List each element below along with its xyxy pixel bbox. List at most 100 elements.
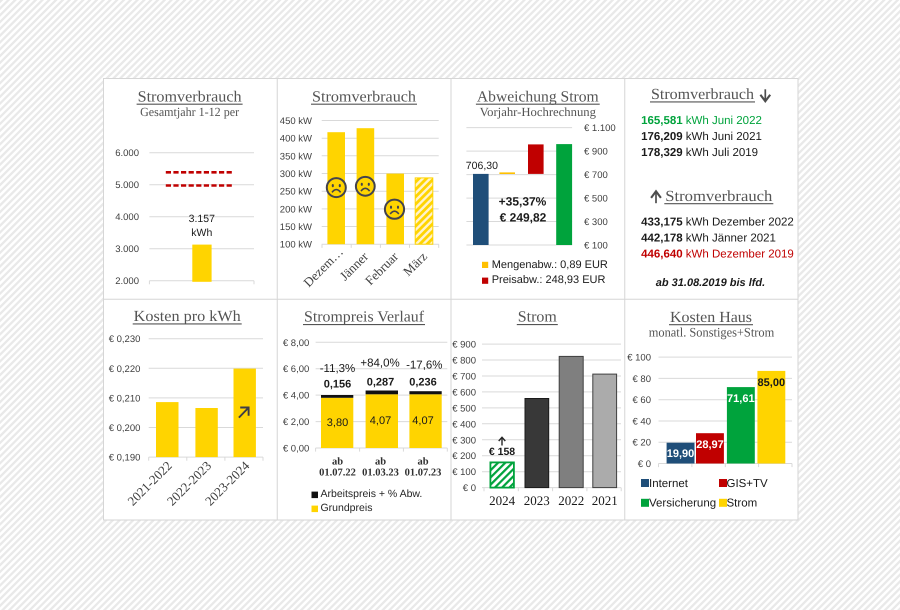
- svg-text:4,07: 4,07: [370, 415, 391, 427]
- svg-text:Strompreis Verlauf: Strompreis Verlauf: [304, 309, 425, 326]
- svg-text:Kosten Haus: Kosten Haus: [670, 309, 752, 326]
- svg-text:€ 900: € 900: [584, 147, 608, 158]
- svg-text:Stromverbrauch: Stromverbrauch: [138, 88, 242, 105]
- svg-text:5.000: 5.000: [115, 180, 139, 191]
- svg-text:3,80: 3,80: [327, 417, 348, 429]
- svg-text:€ 6,00: € 6,00: [283, 364, 309, 375]
- svg-text:85,00: 85,00: [758, 377, 786, 389]
- svg-text:€ 600: € 600: [452, 387, 476, 398]
- svg-text:3.157: 3.157: [189, 213, 215, 225]
- svg-text:Stromverbrauch: Stromverbrauch: [665, 188, 772, 205]
- svg-text:706,30: 706,30: [466, 160, 498, 172]
- svg-text:€ 100: € 100: [452, 467, 476, 478]
- svg-text:2023: 2023: [524, 493, 550, 508]
- svg-text:€ 0,230: € 0,230: [109, 334, 141, 345]
- svg-text:kWh Jänner 2021: kWh Jänner 2021: [686, 233, 776, 245]
- svg-text:ab: ab: [375, 457, 386, 468]
- svg-text:Mengenabw.: 0,89 EUR: Mengenabw.: 0,89 EUR: [492, 259, 608, 271]
- svg-text:0,156: 0,156: [324, 378, 352, 390]
- svg-text:monatl. Sonstiges+Strom: monatl. Sonstiges+Strom: [649, 325, 775, 340]
- svg-text:€ 0,00: € 0,00: [283, 444, 309, 455]
- svg-text:4,07: 4,07: [412, 415, 433, 427]
- svg-text:€ 40: € 40: [633, 417, 652, 428]
- svg-text:€ 100: € 100: [627, 353, 651, 364]
- svg-text:Arbeitspreis + % Abw.: Arbeitspreis + % Abw.: [321, 488, 423, 500]
- svg-text:€ 300: € 300: [452, 435, 476, 446]
- svg-text:Kosten pro kWh: Kosten pro kWh: [134, 308, 241, 325]
- svg-text:€ 158: € 158: [489, 446, 515, 458]
- svg-text:kWh Juni 2022: kWh Juni 2022: [686, 115, 762, 127]
- svg-text:ab: ab: [332, 457, 343, 468]
- svg-text:165,581: 165,581: [641, 115, 683, 127]
- svg-text:€ 2,00: € 2,00: [283, 417, 309, 428]
- svg-text:€ 500: € 500: [584, 194, 608, 205]
- svg-text:2022: 2022: [558, 493, 584, 508]
- svg-text:€ 200: € 200: [452, 451, 476, 462]
- svg-text:Gesamtjahr 1-12 per: Gesamtjahr 1-12 per: [140, 105, 240, 119]
- svg-text:Internet: Internet: [649, 478, 689, 490]
- svg-text:Stromverbrauch: Stromverbrauch: [312, 88, 416, 105]
- svg-text:200 kW: 200 kW: [280, 204, 312, 215]
- svg-text:€ 0: € 0: [463, 483, 476, 494]
- svg-text:350 kW: 350 kW: [280, 151, 312, 162]
- svg-text:€ 20: € 20: [633, 438, 652, 449]
- svg-text:€ 300: € 300: [584, 217, 608, 228]
- svg-text:€ 1.100: € 1.100: [584, 123, 616, 134]
- svg-text:3.000: 3.000: [115, 244, 139, 255]
- svg-text:450 kW: 450 kW: [280, 116, 312, 127]
- svg-text:Vorjahr-Hochrechnung: Vorjahr-Hochrechnung: [480, 105, 597, 119]
- svg-text:-17,6%: -17,6%: [406, 360, 442, 372]
- svg-text:€ 249,82: € 249,82: [500, 211, 547, 225]
- svg-text:Preisabw.: 248,93 EUR: Preisabw.: 248,93 EUR: [492, 274, 606, 286]
- svg-text:kWh Dezember 2022: kWh Dezember 2022: [686, 217, 794, 229]
- svg-text:Versicherung: Versicherung: [649, 498, 716, 510]
- svg-text:€ 80: € 80: [633, 374, 652, 385]
- svg-text:kWh Dezember 2019: kWh Dezember 2019: [686, 249, 794, 261]
- svg-text:€ 700: € 700: [584, 170, 608, 181]
- svg-text:433,175: 433,175: [641, 217, 683, 229]
- svg-text:€ 900: € 900: [452, 340, 476, 351]
- svg-text:kWh Juni 2021: kWh Juni 2021: [686, 131, 762, 143]
- svg-text:Strom: Strom: [727, 498, 758, 510]
- svg-text:€ 0: € 0: [638, 459, 651, 470]
- svg-text:GIS+TV: GIS+TV: [727, 478, 769, 490]
- svg-text:01.07.23: 01.07.23: [405, 467, 442, 478]
- svg-text:€ 100: € 100: [584, 241, 608, 252]
- svg-text:150 kW: 150 kW: [280, 222, 312, 233]
- svg-text:4.000: 4.000: [115, 212, 139, 223]
- svg-text:-11,3%: -11,3%: [320, 363, 356, 375]
- svg-text:€ 60: € 60: [633, 395, 652, 406]
- svg-text:19,90: 19,90: [667, 448, 695, 460]
- svg-text:01.03.23: 01.03.23: [362, 467, 399, 478]
- svg-text:€ 8,00: € 8,00: [283, 338, 309, 349]
- svg-text:2021: 2021: [592, 493, 618, 508]
- svg-text:0,287: 0,287: [367, 376, 395, 388]
- svg-text:€ 0,210: € 0,210: [109, 393, 141, 404]
- svg-text:€ 0,190: € 0,190: [109, 453, 141, 464]
- svg-text:176,209: 176,209: [641, 131, 683, 143]
- svg-text:0,236: 0,236: [409, 376, 437, 388]
- svg-text:€ 500: € 500: [452, 403, 476, 414]
- svg-text:250 kW: 250 kW: [280, 187, 312, 198]
- svg-text:€ 4,00: € 4,00: [283, 391, 309, 402]
- svg-text:71,61: 71,61: [727, 393, 755, 405]
- svg-text:€ 800: € 800: [452, 356, 476, 367]
- svg-text:Strom: Strom: [518, 309, 557, 326]
- svg-text:Stromverbrauch: Stromverbrauch: [651, 86, 754, 103]
- svg-text:6.000: 6.000: [115, 148, 139, 159]
- svg-text:Grundpreis: Grundpreis: [321, 502, 373, 514]
- svg-text:Abweichung Strom: Abweichung Strom: [477, 88, 599, 105]
- svg-text:442,178: 442,178: [641, 233, 683, 245]
- svg-text:€ 700: € 700: [452, 372, 476, 383]
- svg-text:+35,37%: +35,37%: [499, 194, 547, 208]
- svg-text:+84,0%: +84,0%: [360, 357, 399, 369]
- svg-text:€ 0,220: € 0,220: [109, 364, 141, 375]
- svg-text:ab 31.08.2019 bis lfd.: ab 31.08.2019 bis lfd.: [656, 277, 765, 289]
- svg-text:€ 400: € 400: [452, 419, 476, 430]
- svg-text:100 kW: 100 kW: [280, 240, 312, 251]
- svg-text:kWh: kWh: [191, 227, 212, 239]
- svg-text:kWh Juli 2019: kWh Juli 2019: [686, 147, 758, 159]
- svg-text:300 kW: 300 kW: [280, 169, 312, 180]
- svg-text:2.000: 2.000: [115, 276, 139, 287]
- svg-text:28,97: 28,97: [696, 439, 724, 451]
